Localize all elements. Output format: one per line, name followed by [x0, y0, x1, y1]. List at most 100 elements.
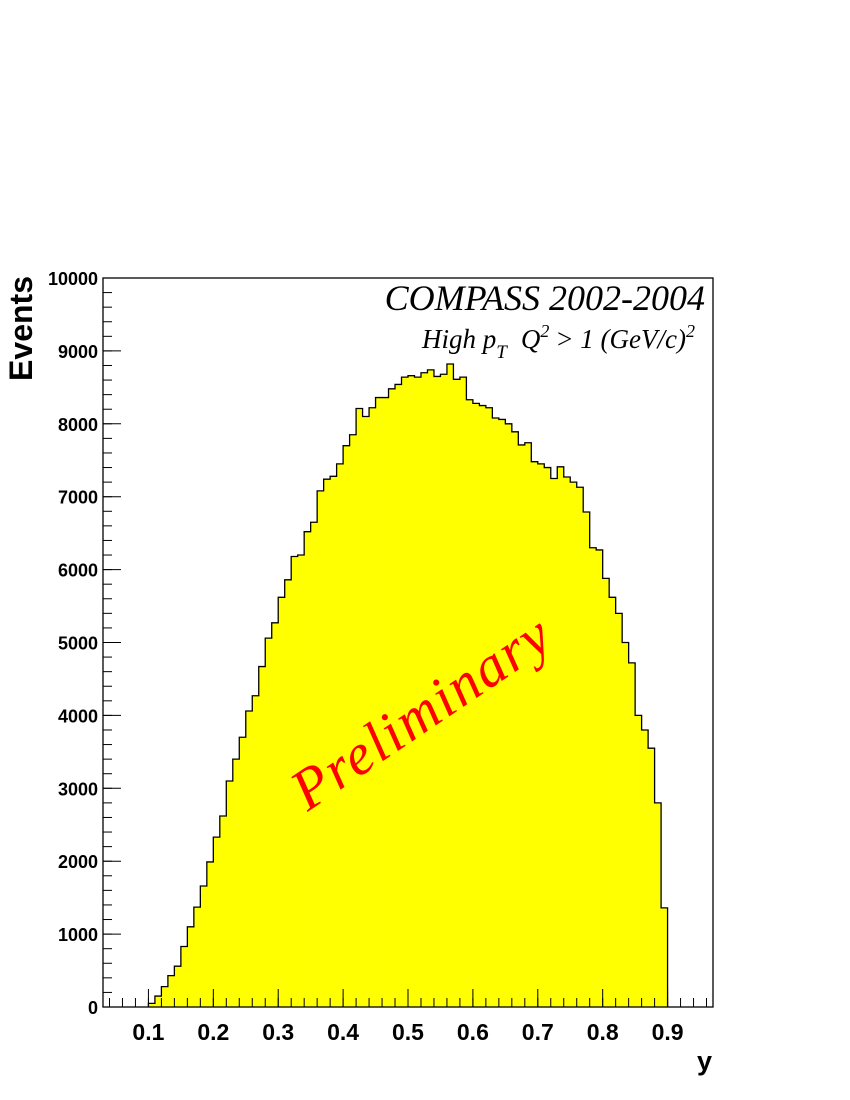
y-tick-label: 3000: [58, 779, 98, 799]
bar: [317, 490, 324, 1007]
subtitle-text: > 1 (GeV/c): [555, 324, 686, 354]
bar: [654, 802, 662, 1007]
bar: [213, 837, 221, 1007]
x-tick-label: 0.5: [392, 1019, 424, 1045]
x-tick-label: 0.6: [457, 1019, 489, 1045]
bar: [615, 613, 623, 1007]
bar: [395, 384, 402, 1008]
bar: [472, 403, 480, 1007]
bar: [433, 376, 441, 1007]
x-tick-label: 0.7: [522, 1019, 554, 1045]
subtitle-text: High p: [421, 324, 496, 354]
bar: [362, 416, 370, 1007]
bar: [648, 748, 655, 1007]
y-tick-label: 9000: [58, 342, 98, 362]
bar: [245, 711, 253, 1007]
bar: [602, 578, 610, 1007]
subtitle-text: Q: [521, 324, 541, 354]
bar: [187, 926, 195, 1007]
bar: [485, 407, 493, 1008]
bar: [557, 466, 565, 1007]
bar: [265, 638, 273, 1007]
bar: [148, 1003, 156, 1007]
bar: [239, 737, 247, 1007]
bar: [349, 434, 357, 1007]
bar: [414, 377, 422, 1007]
x-tick-label: 0.4: [327, 1019, 359, 1045]
bar: [154, 996, 162, 1007]
bar: [401, 377, 409, 1007]
bar: [596, 549, 603, 1007]
bar: [479, 405, 487, 1007]
bar: [369, 407, 376, 1008]
bar: [498, 419, 506, 1007]
bar: [284, 579, 292, 1007]
bar: [511, 431, 519, 1008]
x-tick-label: 0.2: [197, 1019, 229, 1045]
bar: [304, 531, 311, 1007]
bar: [563, 477, 571, 1008]
x-tick-label: 0.9: [652, 1019, 684, 1045]
bar: [310, 522, 318, 1007]
bar: [661, 907, 668, 1007]
bar: [589, 547, 597, 1007]
bar: [609, 597, 616, 1007]
bar: [336, 463, 344, 1007]
bar: [570, 482, 578, 1007]
y-tick-label: 5000: [58, 634, 98, 654]
bar: [232, 759, 240, 1007]
bar: [505, 423, 513, 1007]
bar: [492, 417, 500, 1007]
x-tick-label: 0.8: [587, 1019, 619, 1045]
bar: [531, 461, 539, 1007]
bar: [446, 364, 454, 1008]
bar: [193, 907, 201, 1007]
y-tick-label: 4000: [58, 706, 98, 726]
bar: [635, 715, 642, 1007]
bar: [200, 885, 208, 1007]
bar: [226, 781, 234, 1007]
bar: [278, 597, 286, 1007]
bar: [453, 379, 461, 1007]
histogram-outline: [147, 363, 669, 1007]
bar: [388, 388, 396, 1008]
bar: [408, 375, 415, 1007]
bar: [537, 463, 545, 1007]
bar: [330, 476, 337, 1008]
bar: [459, 377, 467, 1007]
bar: [466, 399, 474, 1007]
y-axis-label: Events: [3, 276, 39, 381]
y-tick-label: 8000: [58, 415, 98, 435]
bar: [524, 442, 532, 1007]
y-tick-label: 6000: [58, 561, 98, 581]
chart-subtitle: High pT Q2 > 1 (GeV/c)2: [421, 321, 695, 363]
bar: [219, 816, 227, 1007]
bar: [252, 695, 260, 1007]
y-tick-label: 10000: [48, 269, 98, 289]
bar: [622, 642, 629, 1007]
chart-title: COMPASS 2002-2004: [385, 278, 705, 318]
bar: [258, 666, 266, 1007]
bar: [180, 946, 188, 1007]
x-tick-label: 0.1: [132, 1019, 164, 1045]
bar: [291, 556, 298, 1007]
bar: [583, 512, 591, 1007]
x-axis-label: y: [697, 1046, 712, 1076]
bar: [343, 445, 350, 1007]
bar: [356, 408, 363, 1008]
bar: [206, 861, 214, 1007]
y-tick-label: 2000: [58, 852, 98, 872]
bar: [271, 622, 279, 1007]
bar: [576, 487, 584, 1007]
y-tick-label: 1000: [58, 925, 98, 945]
bar: [440, 374, 448, 1007]
bar: [297, 555, 305, 1007]
subtitle-sub: T: [496, 342, 508, 363]
bar: [161, 986, 169, 1007]
bar: [375, 397, 383, 1007]
bar: [641, 729, 649, 1007]
bar: [420, 372, 428, 1007]
bar: [174, 966, 182, 1007]
bar: [382, 397, 389, 1007]
